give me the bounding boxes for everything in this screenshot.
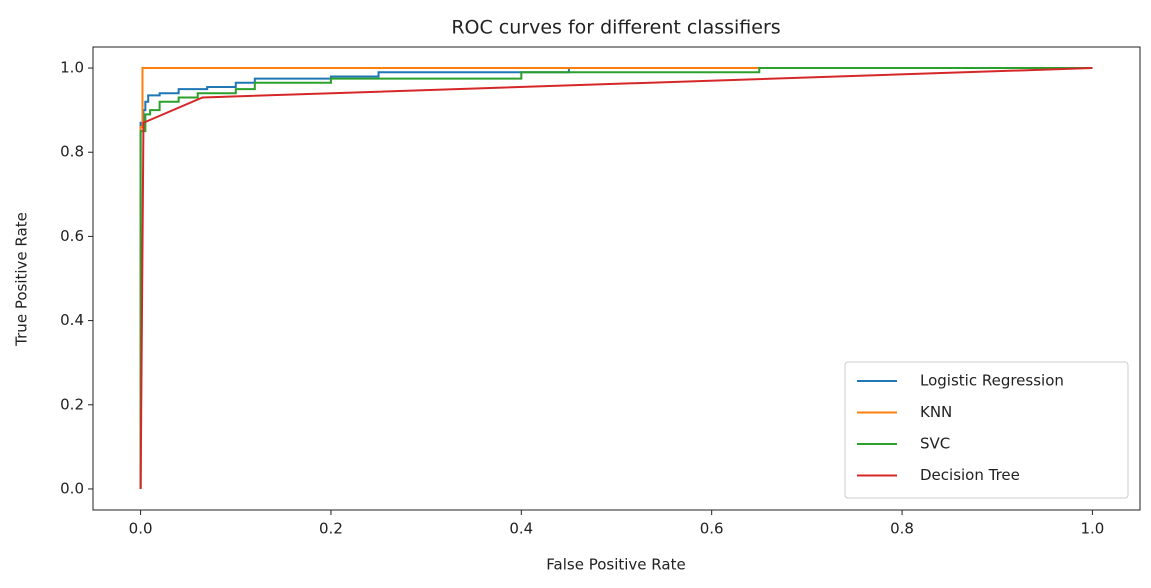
x-tick-label: 0.4 [509, 520, 533, 538]
y-axis-label: True Positive Rate [13, 212, 31, 347]
legend-label: SVC [920, 435, 950, 453]
x-tick-label: 0.0 [129, 520, 153, 538]
axes-frame [92, 46, 1141, 511]
y-tick-label: 0.2 [60, 395, 84, 413]
x-tick-label: 0.8 [890, 520, 914, 538]
chart-title: ROC curves for different classifiers [451, 17, 780, 39]
x-tick-label: 0.6 [700, 520, 724, 538]
x-axis-label: False Positive Rate [546, 556, 685, 574]
roc-curve [139, 67, 1093, 489]
y-tick-label: 0.8 [60, 143, 84, 161]
legend-label: Decision Tree [920, 466, 1020, 484]
x-tick-label: 0.2 [319, 520, 343, 538]
y-tick-label: 0.6 [60, 227, 84, 245]
roc-curve [139, 67, 1093, 489]
y-tick-label: 1.0 [60, 59, 84, 77]
legend-label: KNN [920, 403, 952, 421]
legend-box [844, 361, 1129, 499]
y-tick-label: 0.0 [60, 479, 84, 497]
x-tick-label: 1.0 [1080, 520, 1104, 538]
roc-curve [139, 67, 1093, 489]
legend-label: Logistic Regression [920, 372, 1064, 390]
y-tick-label: 0.4 [60, 311, 84, 329]
legend: Logistic Regression KNN SVC Decision Tree [844, 361, 1129, 499]
